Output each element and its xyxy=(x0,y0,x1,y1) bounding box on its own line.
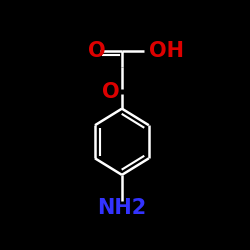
Text: OH: OH xyxy=(149,41,184,61)
Text: O: O xyxy=(88,41,106,61)
Text: NH2: NH2 xyxy=(97,198,146,218)
Text: O: O xyxy=(102,82,120,102)
